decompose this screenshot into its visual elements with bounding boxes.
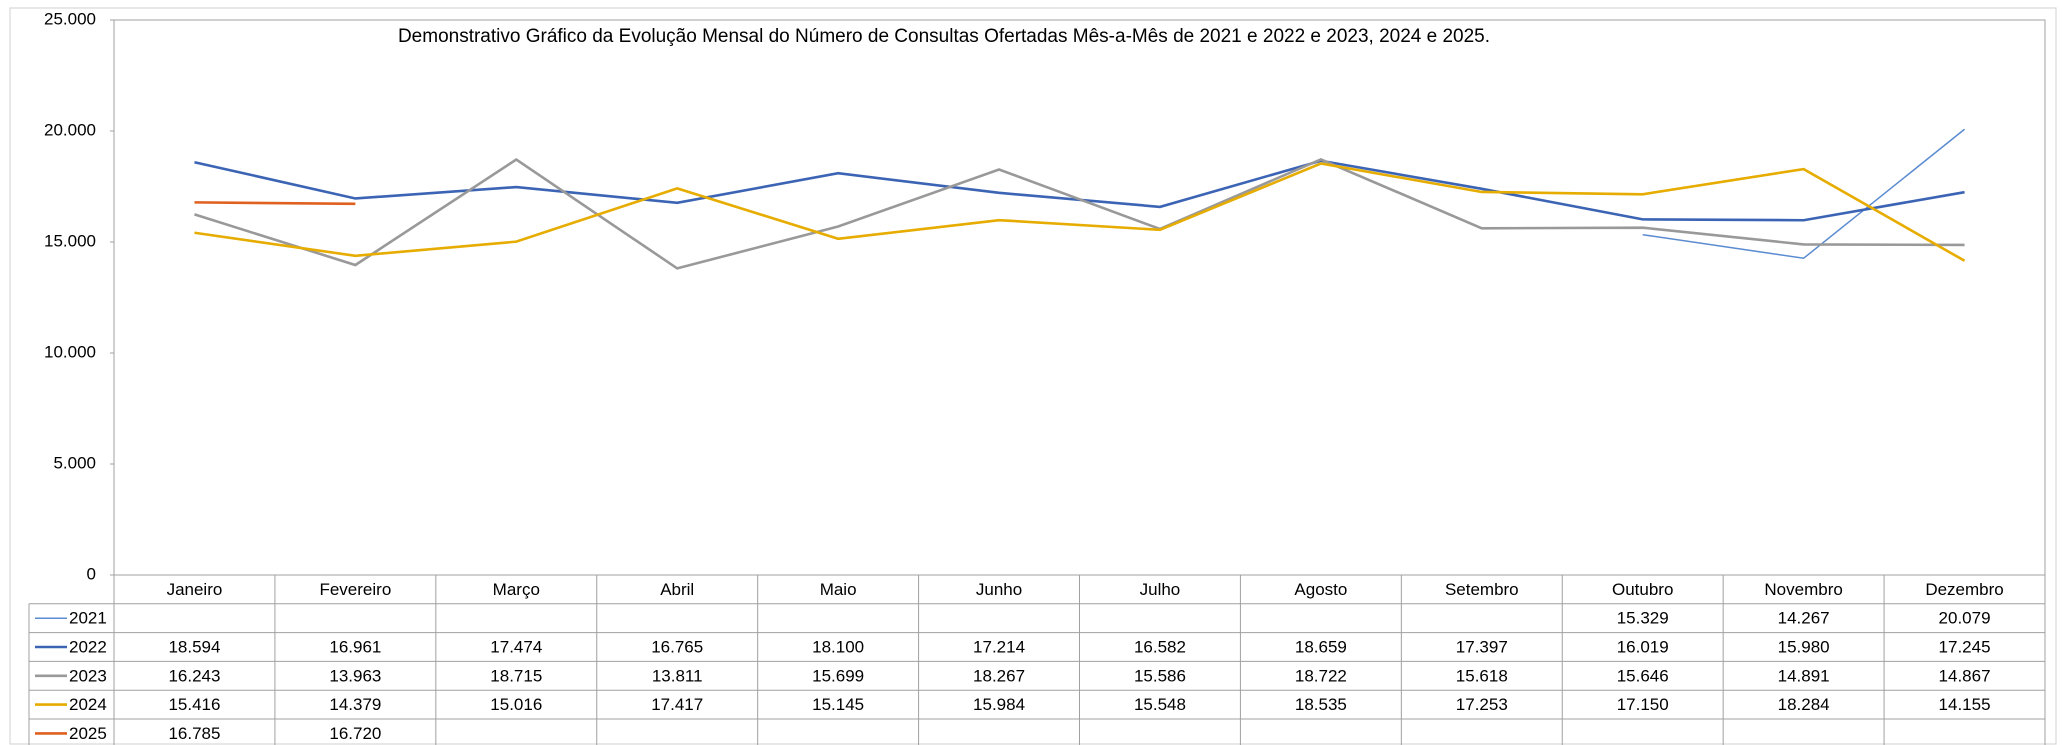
- x-tick-label: Fevereiro: [319, 580, 391, 599]
- table-value: 18.722: [1295, 666, 1347, 685]
- table-value: 17.474: [490, 637, 542, 656]
- table-value: 17.253: [1456, 695, 1508, 714]
- x-tick-label: Julho: [1140, 580, 1181, 599]
- y-tick-label: 15.000: [44, 231, 96, 250]
- x-tick-label: Janeiro: [167, 580, 223, 599]
- table-value: 16.765: [651, 637, 703, 656]
- table-value: 17.245: [1939, 637, 1991, 656]
- series-line: [194, 157, 1965, 270]
- table-value: 18.284: [1778, 695, 1830, 714]
- legend-label: 2022: [69, 637, 107, 656]
- y-tick-label: 20.000: [44, 120, 96, 139]
- table-value: 13.963: [329, 666, 381, 685]
- table-value: 20.079: [1939, 609, 1991, 628]
- x-tick-label: Maio: [820, 580, 857, 599]
- x-tick-label: Outubro: [1612, 580, 1673, 599]
- table-value: 17.397: [1456, 637, 1508, 656]
- table-value: 18.659: [1295, 637, 1347, 656]
- x-tick-label: Dezembro: [1925, 580, 2003, 599]
- table-value: 18.715: [490, 666, 542, 685]
- table-value: 18.100: [812, 637, 864, 656]
- x-tick-label: Março: [493, 580, 540, 599]
- legend-label: 2021: [69, 609, 107, 628]
- y-tick-label: 25.000: [44, 9, 96, 28]
- series-line: [194, 162, 1966, 262]
- table-value: 15.618: [1456, 666, 1508, 685]
- table-value: 15.016: [490, 695, 542, 714]
- x-tick-label: Novembro: [1764, 580, 1842, 599]
- table-value: 14.379: [329, 695, 381, 714]
- table-value: 16.243: [168, 666, 220, 685]
- table-value: 15.699: [812, 666, 864, 685]
- y-tick-label: 0: [87, 564, 96, 583]
- table-value: 14.267: [1778, 609, 1830, 628]
- series-line: [194, 159, 1965, 222]
- table-value: 15.416: [168, 695, 220, 714]
- series-line: [194, 201, 356, 206]
- legend-label: 2024: [69, 695, 107, 714]
- table-value: 15.646: [1617, 666, 1669, 685]
- table-value: 15.980: [1778, 637, 1830, 656]
- table-value: 17.150: [1617, 695, 1669, 714]
- table-value: 17.417: [651, 695, 703, 714]
- table-value: 15.329: [1617, 609, 1669, 628]
- table-value: 14.867: [1939, 666, 1991, 685]
- table-value: 14.155: [1939, 695, 1991, 714]
- x-tick-label: Setembro: [1445, 580, 1519, 599]
- y-tick-label: 5.000: [53, 453, 96, 472]
- table-value: 16.019: [1617, 637, 1669, 656]
- x-tick-label: Junho: [976, 580, 1022, 599]
- legend-label: 2023: [69, 666, 107, 685]
- table-value: 15.984: [973, 695, 1025, 714]
- table-value: 17.214: [973, 637, 1025, 656]
- table-value: 16.785: [168, 724, 220, 743]
- table-value: 16.720: [329, 724, 381, 743]
- x-tick-label: Abril: [660, 580, 694, 599]
- table-value: 15.586: [1134, 666, 1186, 685]
- chart-frame: [9, 7, 2057, 745]
- table-value: 18.535: [1295, 695, 1347, 714]
- table-value: 15.145: [812, 695, 864, 714]
- table-value: 13.811: [652, 666, 703, 685]
- plot-frame: [113, 19, 2046, 576]
- table-value: 18.594: [168, 637, 220, 656]
- x-tick-label: Agosto: [1294, 580, 1347, 599]
- table-value: 15.548: [1134, 695, 1186, 714]
- y-tick-label: 10.000: [44, 342, 96, 361]
- table-value: 16.961: [329, 637, 381, 656]
- series-line: [1642, 128, 1966, 260]
- table-value: 16.582: [1134, 637, 1186, 656]
- table-value: 18.267: [973, 666, 1025, 685]
- table-value: 14.891: [1778, 666, 1830, 685]
- chart-title: Demonstrativo Gráfico da Evolução Mensal…: [398, 26, 1490, 47]
- legend-label: 2025: [69, 724, 107, 743]
